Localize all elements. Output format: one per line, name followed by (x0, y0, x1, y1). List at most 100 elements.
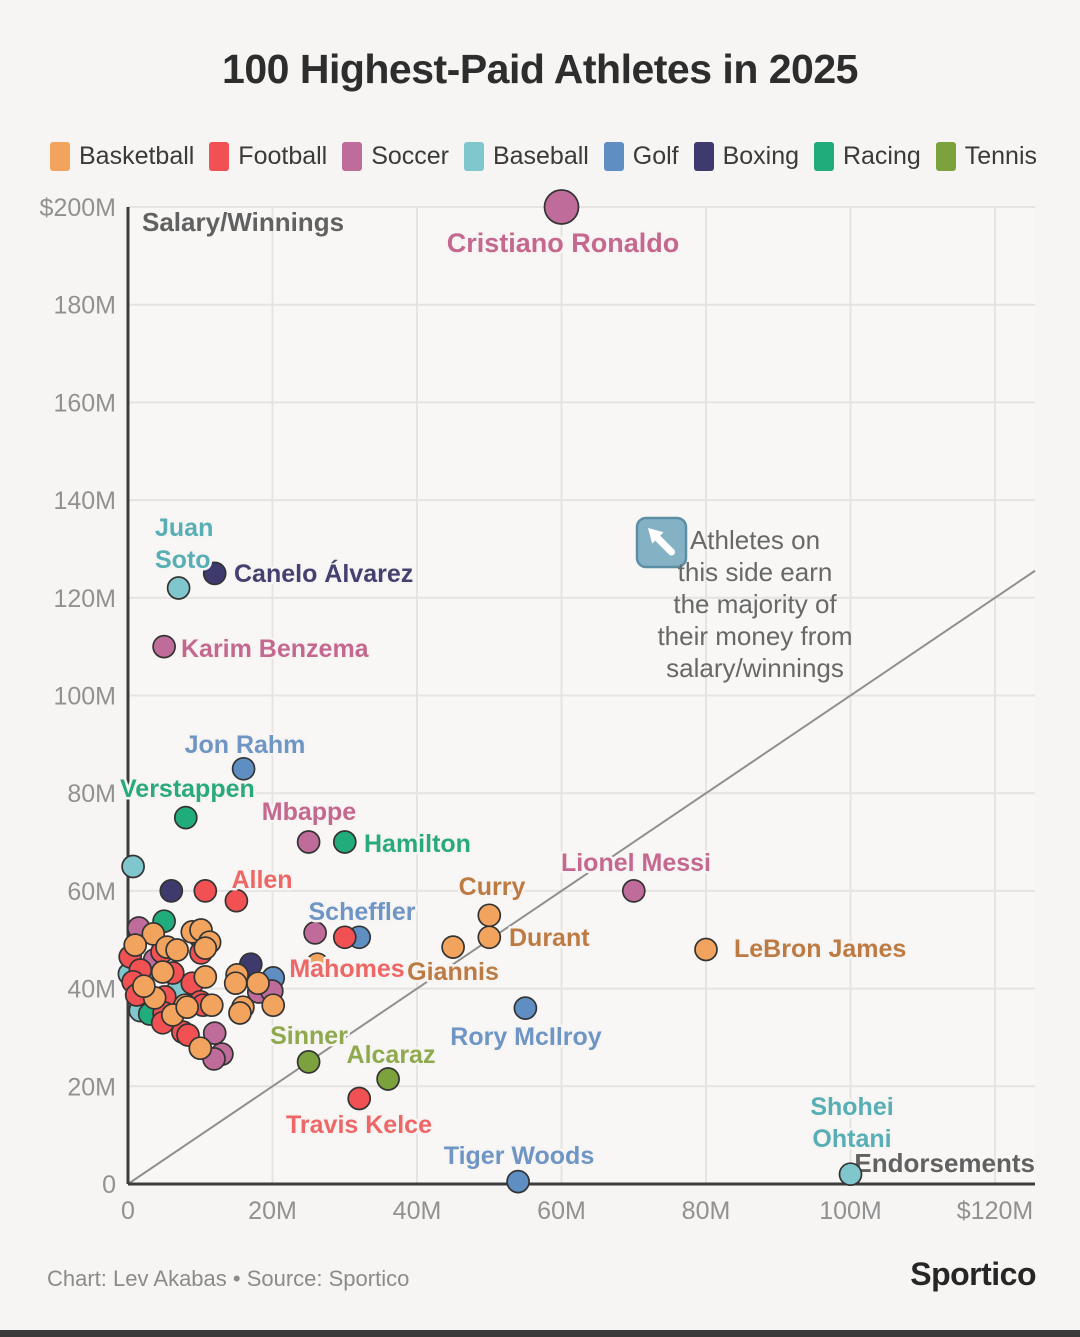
data-point-basketball (261, 993, 286, 1018)
y-tick-label: 140M (53, 487, 116, 515)
boxing-swatch-icon (693, 142, 714, 171)
legend-label: Tennis (964, 142, 1037, 170)
legend-item-baseball: Baseball (463, 142, 589, 171)
data-point-juan-soto (166, 576, 191, 600)
tennis-swatch-icon (935, 142, 956, 171)
athlete-label-mahomes: Mahomes (289, 955, 404, 983)
data-point-travis-kelce (347, 1086, 372, 1111)
y-tick-label: 160M (53, 389, 116, 417)
athlete-label-shohei-ohtani: Shohei (810, 1093, 893, 1121)
baseball-swatch-icon (463, 142, 484, 171)
x-tick-label: 20M (248, 1197, 297, 1225)
x-tick-label: $120M (957, 1197, 1033, 1225)
legend-label: Boxing (722, 142, 800, 170)
legend-item-tennis: Tennis (935, 142, 1037, 171)
athlete-label-lebron-james: LeBron James (734, 935, 906, 963)
data-point-soccer (202, 1021, 227, 1045)
legend-label: Racing (842, 142, 921, 170)
athlete-label-cristiano-ronaldo: Cristiano Ronaldo (447, 228, 680, 258)
athlete-label-travis-kelce: Travis Kelce (286, 1111, 432, 1139)
data-point-hamilton (332, 830, 357, 854)
athlete-label-juan-soto: Soto (155, 546, 211, 574)
data-point-curry (477, 903, 502, 928)
legend-label: Baseball (492, 142, 589, 170)
basketball-swatch-icon (50, 142, 70, 171)
data-point-canelo-lvarez (202, 561, 227, 586)
x-tick-label: 40M (393, 1197, 442, 1225)
annotation-text-line: salary/winnings (666, 653, 844, 683)
x-tick-label: 80M (682, 1197, 731, 1225)
arrow-head (648, 528, 664, 544)
y-axis-title: Salary/Winnings (142, 207, 344, 237)
data-point-boxing (159, 879, 184, 903)
y-tick-label: 80M (67, 780, 116, 808)
data-point-soccer (303, 921, 327, 945)
athlete-label-mbappe: Mbappe (262, 798, 357, 826)
annotation-text-line: the majority of (673, 589, 837, 619)
athlete-label-canelo-lvarez: Canelo Álvarez (234, 559, 413, 588)
data-point-verstappen (173, 805, 198, 830)
soccer-swatch-icon (342, 142, 363, 171)
annotation-text-line: this side earn (678, 557, 833, 587)
data-point-mbappe (296, 830, 321, 854)
athlete-label-juan-soto: Juan (155, 514, 213, 542)
x-tick-label: 60M (537, 1197, 586, 1225)
data-point-tiger-woods (506, 1169, 530, 1194)
y-tick-label: 100M (53, 683, 116, 711)
data-point-basketball (193, 936, 218, 960)
legend-label: Golf (632, 142, 679, 170)
data-point-allen (224, 888, 249, 913)
legend-label: Basketball (79, 142, 195, 170)
data-point-cristiano-ronaldo (543, 189, 580, 225)
y-tick-label: 20M (67, 1073, 116, 1101)
y-tick-label: 0 (102, 1171, 116, 1199)
data-point-basketball (123, 933, 148, 957)
data-point-basketball (193, 965, 218, 989)
athlete-label-lionel-messi: Lionel Messi (561, 849, 711, 877)
data-point-basketball (150, 960, 175, 984)
athlete-label-sinner: Sinner (270, 1022, 348, 1050)
golf-swatch-icon (603, 142, 624, 171)
arrow-shaft (652, 533, 675, 556)
football-swatch-icon (209, 142, 230, 171)
y-tick-label: 60M (67, 878, 116, 906)
sportico-logo: Sportico (910, 1256, 1036, 1292)
data-point-karim-benzema (152, 634, 176, 659)
data-point-basketball (246, 971, 270, 996)
legend-item-basketball: Basketball (50, 142, 194, 171)
data-point-mahomes (332, 925, 357, 950)
x-axis-title: Endorsements (854, 1148, 1035, 1178)
y-tick-label: 120M (53, 585, 116, 613)
x-tick-label: 100M (819, 1197, 882, 1225)
athlete-label-giannis: Giannis (407, 958, 499, 986)
annotation-text-line: their money from (657, 621, 852, 651)
identity-line (127, 569, 1036, 1185)
data-point-basketball (223, 971, 248, 996)
athlete-label-jon-rahm: Jon Rahm (185, 731, 306, 759)
legend-item-boxing: Boxing (693, 142, 800, 171)
x-tick-label: 0 (121, 1197, 135, 1225)
athlete-label-rory-mcilroy: Rory McIlroy (450, 1023, 602, 1051)
legend-label: Football (238, 142, 328, 170)
legend-item-golf: Golf (603, 142, 679, 171)
athlete-label-scheffler: Scheffler (309, 898, 416, 926)
data-point-basketball (305, 952, 330, 977)
data-point-basketball (175, 995, 200, 1020)
athlete-label-shohei-ohtani: Ohtani (812, 1125, 891, 1153)
data-point-basketball (199, 993, 224, 1018)
y-tick-label: 180M (53, 292, 116, 320)
data-point-basketball (228, 1001, 252, 1025)
data-point-basketball (132, 974, 156, 999)
legend-item-soccer: Soccer (342, 142, 449, 171)
athlete-label-tiger-woods: Tiger Woods (444, 1142, 594, 1170)
data-point-basketball (188, 1036, 213, 1061)
athlete-label-allen: Allen (231, 866, 292, 894)
data-point-sinner (296, 1050, 321, 1074)
athlete-label-curry: Curry (459, 873, 526, 901)
racing-swatch-icon (813, 142, 834, 171)
athlete-label-verstappen: Verstappen (120, 775, 255, 803)
legend-item-racing: Racing (813, 142, 921, 171)
footer-credit: Chart: Lev Akabas • Source: Sportico (47, 1266, 410, 1291)
